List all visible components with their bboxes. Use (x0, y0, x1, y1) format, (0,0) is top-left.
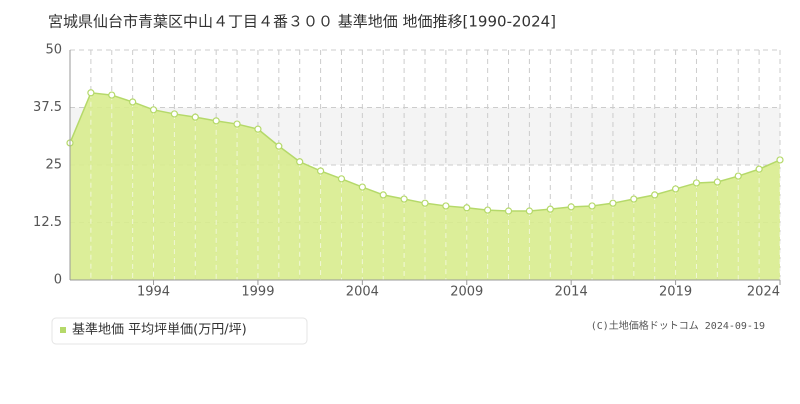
y-tick-label: 12.5 (33, 215, 62, 230)
point (87, 89, 95, 97)
point (316, 167, 325, 175)
point (129, 98, 137, 106)
x-tick-label: 1994 (137, 285, 170, 300)
plot (66, 49, 784, 281)
x-tick-label: 2014 (555, 285, 588, 300)
point (692, 179, 701, 187)
point (588, 202, 596, 210)
point (504, 207, 513, 215)
point (713, 178, 721, 186)
legend-label: 基準地価 平均坪単価(万円/坪) (72, 322, 247, 338)
legend-box (51, 317, 308, 345)
y-tick-label: 25 (45, 158, 62, 173)
point (734, 172, 742, 180)
point (149, 106, 158, 114)
point (776, 156, 784, 164)
chart-title: 宮城県仙台市青葉区中山４丁目４番３００ 基準地価 地価推移[1990-2024] (48, 13, 556, 31)
point (254, 125, 262, 133)
point (379, 191, 387, 199)
point (463, 204, 471, 212)
y-tick-label: 0 (54, 273, 62, 288)
point (233, 120, 241, 128)
point (275, 142, 283, 150)
point (567, 203, 575, 211)
point (546, 205, 554, 213)
point (212, 117, 220, 125)
legend: 基準地価 平均坪単価(万円/坪) (51, 317, 308, 345)
point (191, 113, 199, 121)
point (484, 206, 492, 214)
x-tick-label: 2024 (747, 285, 780, 300)
y-tick-label: 37.5 (33, 100, 62, 115)
x-tick-label: 1999 (241, 285, 274, 300)
point (442, 202, 450, 210)
point (609, 199, 617, 207)
point (525, 207, 534, 215)
legend-swatch (60, 327, 66, 333)
point (170, 110, 179, 118)
y-tick-label: 50 (45, 43, 62, 58)
point (630, 195, 638, 203)
point (358, 183, 366, 191)
x-tick-label: 2019 (659, 285, 692, 300)
point (296, 158, 304, 166)
point (337, 175, 346, 183)
copyright: (C)土地価格ドットコム 2024-09-19 (591, 319, 765, 332)
point (755, 165, 763, 173)
point (108, 91, 116, 99)
area (70, 92, 780, 280)
point (421, 199, 429, 207)
point (400, 195, 408, 203)
x-tick-label: 2004 (346, 285, 379, 300)
point (651, 191, 659, 199)
x-tick-label: 2009 (450, 285, 483, 300)
point (671, 185, 680, 193)
